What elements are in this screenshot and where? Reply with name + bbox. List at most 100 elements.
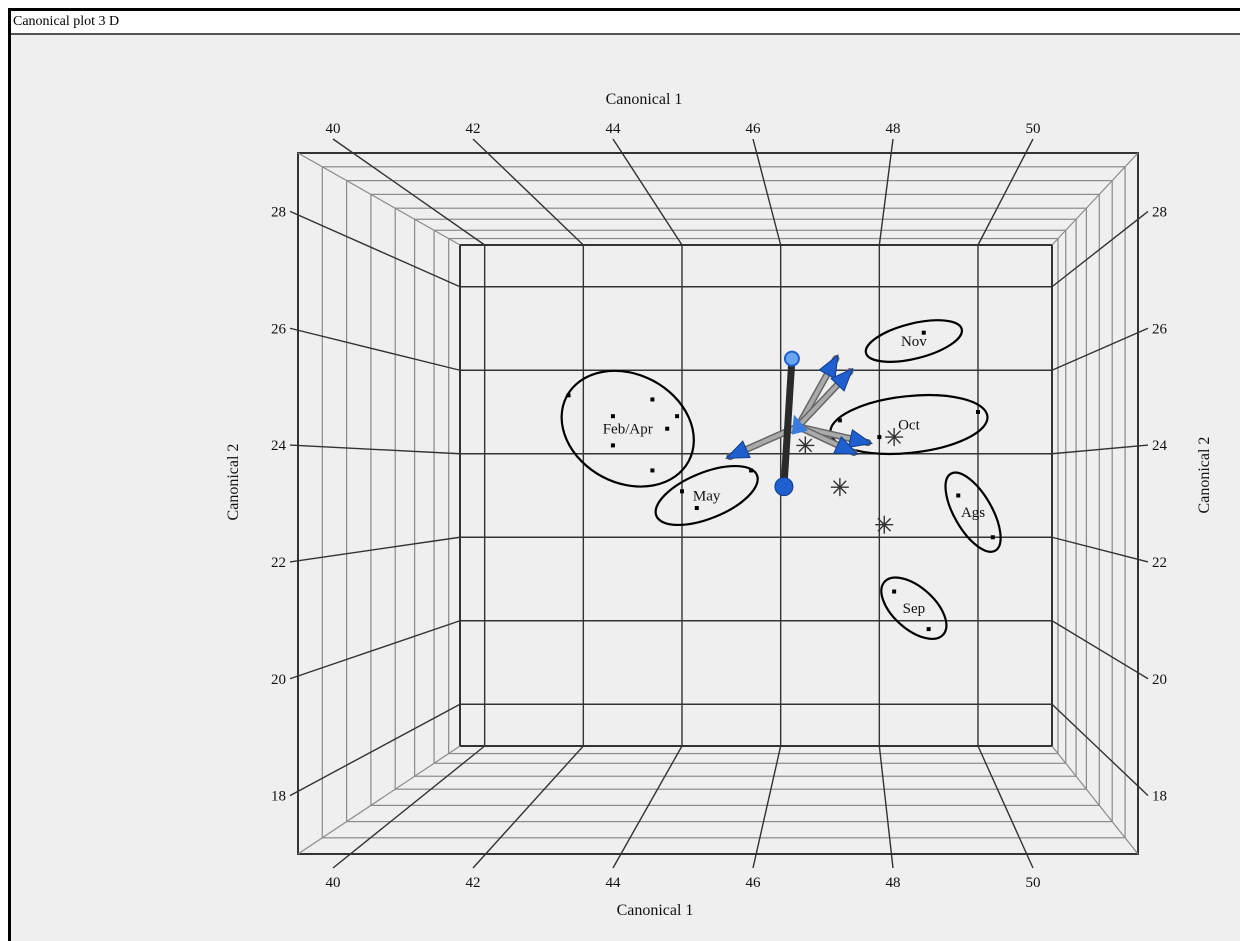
data-point xyxy=(926,627,931,632)
x-tick-label-top: 50 xyxy=(1026,121,1041,137)
connector-x-bottom xyxy=(612,745,683,869)
x-tick-label-top: 48 xyxy=(886,121,901,137)
y-tick-label-right: 28 xyxy=(1152,204,1167,220)
y-tick-label-right: 18 xyxy=(1152,789,1167,805)
connector-y-right xyxy=(1051,703,1149,797)
connector-x-bottom xyxy=(752,745,782,869)
data-points xyxy=(566,330,995,632)
connector-y-left xyxy=(289,536,461,563)
axis-ticks: 40 40 42 42 44 44 46 46 48 48 50 50 18 18 20 20 22 22 24 24… xyxy=(271,121,1168,891)
data-point xyxy=(921,330,926,335)
connector-y-right xyxy=(1051,444,1149,455)
connector-x-top xyxy=(472,138,584,246)
connector-y-left xyxy=(289,444,461,455)
data-point xyxy=(650,468,655,473)
x-tick-label-top: 42 xyxy=(466,121,481,137)
corner-edge xyxy=(1051,152,1139,246)
data-point xyxy=(610,414,615,419)
depth-ray-cap xyxy=(783,350,800,367)
depth-ray-ball xyxy=(774,477,794,497)
ray-arrowhead xyxy=(725,440,751,459)
connector-y-right xyxy=(1051,536,1149,563)
window-title: Canonical plot 3 D xyxy=(11,11,1240,35)
y-tick-label-right: 24 xyxy=(1152,438,1168,454)
depth-frame xyxy=(346,180,1113,823)
data-point xyxy=(877,435,882,440)
data-point xyxy=(665,426,670,431)
depth-frame xyxy=(414,218,1077,777)
x-tick-label-bottom: 46 xyxy=(746,875,762,891)
box-frame xyxy=(297,152,1139,855)
ray-arrowhead xyxy=(847,428,874,448)
star-stroke xyxy=(887,430,901,444)
connector-x-top xyxy=(878,138,894,246)
depth-frame xyxy=(459,244,1053,747)
x-tick-label-top: 46 xyxy=(746,121,762,137)
connector-x-bottom xyxy=(472,745,584,869)
group-ellipses: Feb/Apr May Nov Oct Ags Sep xyxy=(560,319,1002,640)
connector-x-top xyxy=(977,138,1034,246)
x-tick-label-bottom: 48 xyxy=(886,875,901,891)
data-point xyxy=(990,535,995,540)
data-point xyxy=(650,397,655,402)
connector-y-left xyxy=(289,703,461,797)
y-tick-label-left: 22 xyxy=(271,555,286,571)
group-ellipse xyxy=(944,471,1002,553)
group-label: May xyxy=(693,489,721,505)
data-point xyxy=(892,589,897,594)
x-tick-label-bottom: 42 xyxy=(466,875,481,891)
data-point xyxy=(694,506,699,511)
group-label: Ags xyxy=(961,505,985,521)
plot-window: Canonical plot 3 D 40 40 42 42 44 44 46 46 48 48 5… xyxy=(8,8,1240,941)
y-axis-title-left: Canonical 2 xyxy=(225,444,242,521)
depth-frame xyxy=(433,229,1067,764)
connector-x-top xyxy=(332,138,486,246)
x-axis-title-bottom: Canonical 1 xyxy=(617,902,694,919)
group-ellipse xyxy=(864,319,964,363)
connector-y-left xyxy=(289,620,461,680)
x-tick-label-bottom: 44 xyxy=(606,875,622,891)
depth-frame xyxy=(448,237,1059,755)
connector-x-top xyxy=(612,138,683,246)
y-tick-label-right: 22 xyxy=(1152,555,1167,571)
biplot-rays xyxy=(725,350,874,497)
connector-y-right xyxy=(1051,620,1149,680)
x-tick-label-bottom: 40 xyxy=(326,875,341,891)
connector-x-top xyxy=(752,138,782,246)
y-axis-title-right: Canonical 2 xyxy=(1196,437,1213,514)
x-tick-label-top: 44 xyxy=(606,121,622,137)
data-point xyxy=(837,418,842,423)
data-point xyxy=(749,468,754,473)
ray-arrowhead xyxy=(830,367,854,392)
data-point xyxy=(675,414,680,419)
data-point xyxy=(680,489,684,494)
connector-x-bottom xyxy=(332,745,486,869)
centroid-star xyxy=(885,428,904,447)
x-tick-label-bottom: 50 xyxy=(1026,875,1041,891)
x-axis-title-top: Canonical 1 xyxy=(606,91,683,108)
data-point xyxy=(610,443,615,448)
corner-edge xyxy=(297,152,461,246)
y-tick-label-left: 28 xyxy=(271,204,286,220)
group-ellipse xyxy=(880,576,948,640)
ray-arrowhead xyxy=(818,353,839,380)
connector-x-bottom xyxy=(878,745,894,869)
y-tick-label-left: 26 xyxy=(271,321,287,337)
data-point xyxy=(566,393,571,398)
depth-ray-shaft xyxy=(780,355,796,491)
group-label: Sep xyxy=(903,601,926,617)
canonical-3d-plot: 40 40 42 42 44 44 46 46 48 48 50 50 18 18 20 20 22 22 24 24… xyxy=(225,91,1213,919)
group-label: Nov xyxy=(901,334,927,350)
y-tick-label-left: 18 xyxy=(271,789,286,805)
data-point xyxy=(976,410,980,414)
depth-frame xyxy=(297,152,1139,855)
connector-y-right xyxy=(1051,210,1149,288)
star-stroke xyxy=(798,438,813,453)
centroid-star xyxy=(875,515,894,534)
connector-y-left xyxy=(289,327,461,371)
depth-frame xyxy=(321,166,1126,839)
x-tick-label-top: 40 xyxy=(326,121,341,137)
corner-edge xyxy=(1051,745,1139,855)
star-stroke xyxy=(877,517,892,532)
group-centroids xyxy=(796,428,904,534)
